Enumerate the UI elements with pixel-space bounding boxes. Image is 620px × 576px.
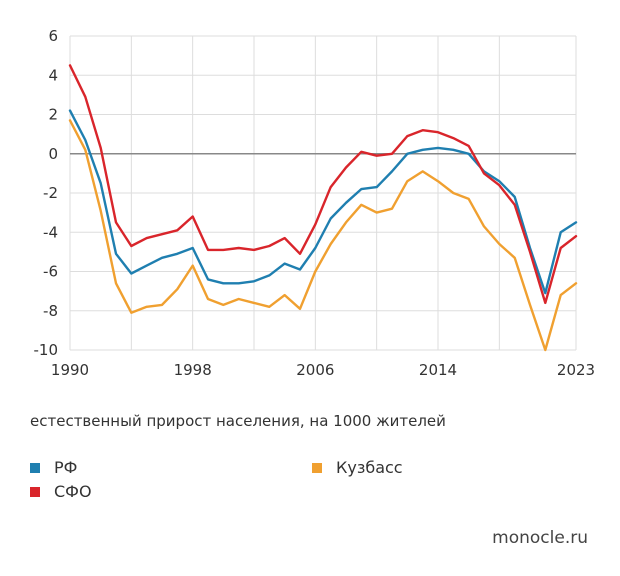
- x-tick-label: 1990: [51, 361, 89, 379]
- legend-swatch-rf: [30, 462, 40, 473]
- legend-swatch-sfo: [30, 486, 40, 497]
- legend-item-kuzbass: Кузбасс: [312, 458, 403, 477]
- source-label: monocle.ru: [492, 528, 588, 548]
- y-tick-label: -10: [34, 341, 59, 359]
- y-tick-label: 0: [48, 145, 58, 163]
- x-tick-label: 1998: [174, 361, 212, 379]
- line-chart: 6 4 2 0 -2 -4 -6 -8 -10 1990 1998 2006 2014 2023: [34, 27, 596, 379]
- legend-label-rf: РФ: [54, 458, 78, 477]
- y-tick-labels: 6 4 2 0 -2 -4 -6 -8 -10: [34, 27, 59, 359]
- y-tick-label: 4: [48, 66, 58, 84]
- y-tick-label: 2: [48, 106, 58, 124]
- x-tick-label: 2006: [296, 361, 334, 379]
- y-tick-label: -2: [43, 184, 58, 202]
- y-tick-label: -6: [43, 263, 58, 281]
- x-tick-label: 2014: [419, 361, 457, 379]
- legend-label-sfo: СФО: [54, 482, 92, 501]
- series-line-0: [68, 109, 578, 295]
- legend-item-sfo: СФО: [30, 482, 92, 501]
- legend-item-rf: РФ: [30, 458, 77, 477]
- x-tick-labels: 1990 1998 2006 2014 2023: [51, 361, 595, 379]
- y-tick-label: 6: [48, 27, 58, 45]
- legend-swatch-kuzbass: [312, 462, 322, 473]
- x-tick-label: 2023: [557, 361, 595, 379]
- series-line-1: [68, 64, 578, 305]
- legend-label-kuzbass: Кузбасс: [336, 458, 403, 477]
- axis-caption: естественный прирост населения, на 1000 …: [30, 412, 446, 430]
- y-tick-label: -8: [43, 302, 58, 320]
- series-lines: [68, 64, 578, 352]
- y-tick-label: -4: [43, 223, 58, 241]
- grid-lines: [69, 35, 577, 351]
- series-line-2: [68, 119, 578, 352]
